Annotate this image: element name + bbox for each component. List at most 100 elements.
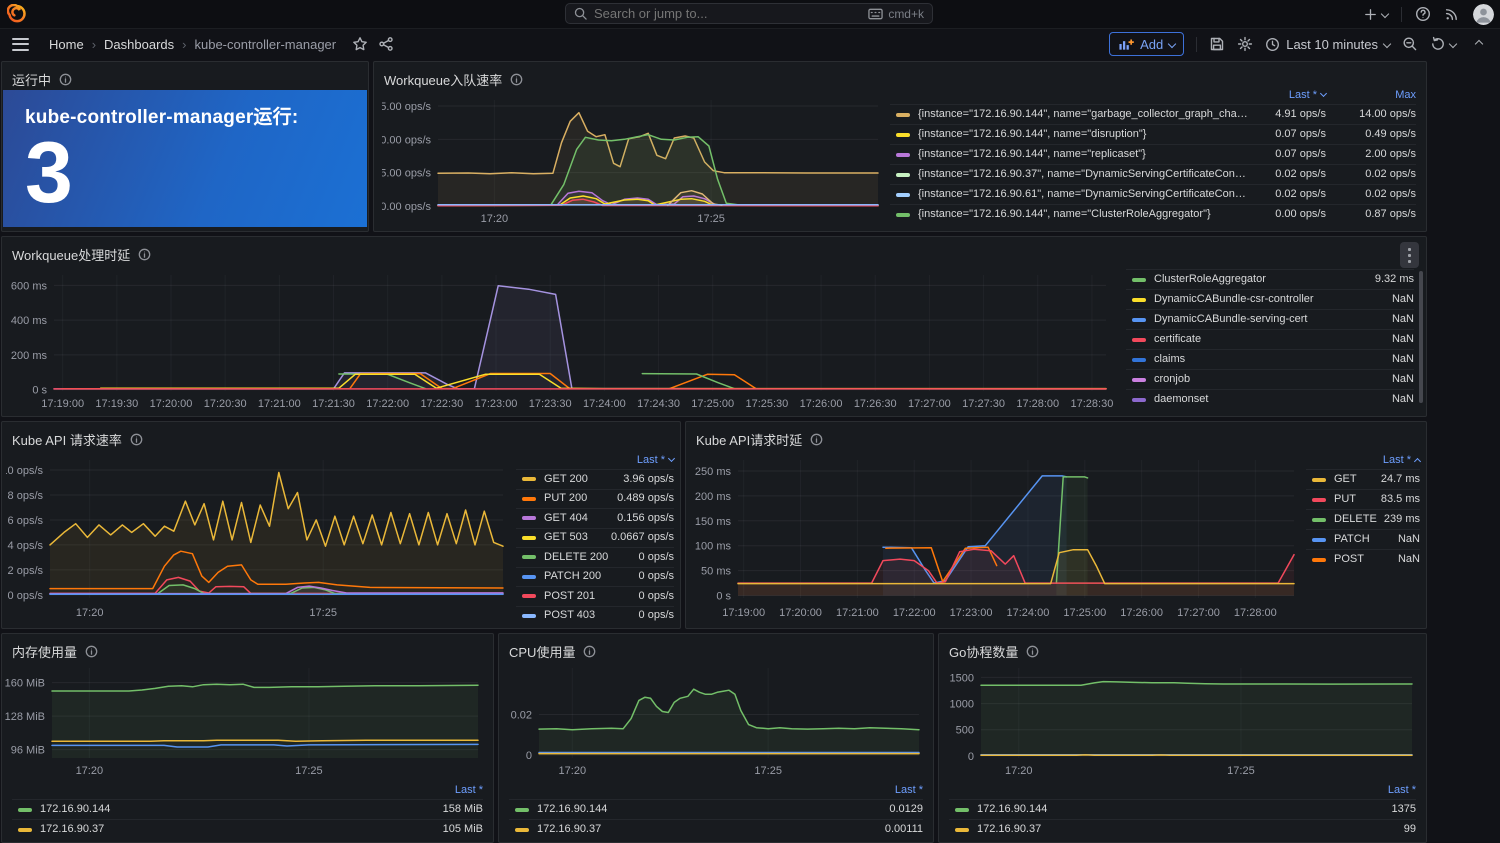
legend-sort-last[interactable]: Last * [637,455,674,466]
panel-menu-kebab[interactable] [1400,242,1419,268]
menu-toggle[interactable] [10,36,31,53]
star-icon[interactable] [352,36,368,52]
refresh-picker[interactable] [1430,36,1456,52]
new-menu-button[interactable] [1363,7,1388,22]
info-icon[interactable] [510,73,523,86]
legend-row[interactable]: {instance="172.16.90.37", name="DynamicS… [890,164,1416,184]
info-icon[interactable] [130,433,143,446]
legend-row[interactable]: GET 200 3.96 ops/s [516,469,674,489]
legend-row[interactable]: daemonset NaN [1126,389,1414,409]
legend-sort-last[interactable]: Last * [455,785,483,796]
workqueue-rate-chart[interactable]: 0.00 ops/s5.00 ops/s10.00 ops/s15.00 ops… [382,90,884,226]
legend-swatch [522,536,536,540]
time-range-picker[interactable]: Last 10 minutes [1265,37,1390,52]
legend-row[interactable]: 172.16.90.37 105 MiB [12,819,483,839]
panel-title[interactable]: 内存使用量 [12,642,77,661]
legend-sort-last[interactable]: Last * [1388,785,1416,796]
legend-scrollbar[interactable] [1419,271,1423,403]
y-tick-label: 0.02 [511,710,532,722]
legend-row[interactable]: {instance="172.16.90.144", name="replica… [890,144,1416,164]
breadcrumb-dashboards[interactable]: Dashboards [104,37,174,52]
legend-value-last: 0.07 ops/s [1248,129,1326,140]
legend-row[interactable]: POST 403 0 ops/s [516,606,674,626]
legend-row[interactable]: DELETE 200 0 ops/s [516,547,674,567]
panel-title[interactable]: 运行中 [12,70,51,89]
legend-value-last: NaN [1342,374,1414,385]
x-tick-label: 17:22:30 [420,398,463,410]
legend-row[interactable]: PUT 83.5 ms [1306,489,1420,509]
info-icon[interactable] [59,73,72,86]
legend-sort-last[interactable]: Last * [895,785,923,796]
legend-series-name: PATCH 200 [544,571,639,582]
legend-row[interactable]: 172.16.90.144 158 MiB [12,799,483,819]
legend-row[interactable]: GET 404 0.156 ops/s [516,508,674,528]
legend-row[interactable]: cronjob NaN [1126,369,1414,389]
settings-gear-icon[interactable] [1237,36,1253,52]
avatar[interactable] [1473,4,1494,25]
series-area [539,689,919,755]
legend-row[interactable]: certificate NaN [1126,329,1414,349]
panel-title[interactable]: CPU使用量 [509,642,575,661]
zoom-out-icon[interactable] [1402,36,1418,52]
legend-sort-last[interactable]: Last * [1383,455,1420,466]
legend-row[interactable]: POST NaN [1306,549,1420,569]
info-icon[interactable] [1026,645,1039,658]
legend-series-name: 172.16.90.37 [977,824,1404,835]
legend-row[interactable]: 172.16.90.144 1375 [949,799,1416,819]
legend-row[interactable]: {instance="172.16.90.144", name="garbage… [890,104,1416,124]
search-input[interactable] [594,6,861,21]
legend-row[interactable]: 172.16.90.37 0.00111 [509,819,923,839]
legend-row[interactable]: PUT 200 0.489 ops/s [516,489,674,509]
legend-row[interactable]: GET 503 0.0667 ops/s [516,528,674,548]
panel-title[interactable]: Go协程数量 [949,642,1018,661]
legend-row[interactable]: ClusterRoleAggregator 9.32 ms [1126,269,1414,289]
panel-title[interactable]: Workqueue处理时延 [12,245,130,264]
legend-row[interactable]: 172.16.90.37 99 [949,819,1416,839]
legend-row[interactable]: DynamicCABundle-csr-controller NaN [1126,289,1414,309]
legend-row[interactable]: claims NaN [1126,349,1414,369]
legend-sort-max[interactable]: Max [1326,90,1416,101]
user-icon [1473,4,1494,25]
info-icon[interactable] [138,248,151,261]
help-icon[interactable] [1415,6,1431,22]
legend-value-last: 0 ops/s [639,610,674,621]
info-icon[interactable] [85,645,98,658]
divider [1401,7,1402,22]
legend-series-name: PATCH [1334,534,1398,545]
api-rate-chart[interactable]: 0 ops/s2 ops/s4 ops/s6 ops/s8 ops/s10 op… [6,448,511,620]
legend-swatch [955,808,969,812]
panel-header: Workqueue入队速率 [374,62,1426,90]
legend-swatch [1312,518,1326,522]
panel-title[interactable]: Workqueue入队速率 [384,70,502,89]
legend-row[interactable]: POST 201 0 ops/s [516,586,674,606]
news-rss-icon[interactable] [1444,6,1460,22]
collapse-toolbar-icon[interactable] [1475,40,1483,48]
legend-row[interactable]: 172.16.90.144 0.0129 [509,799,923,819]
grafana-logo[interactable] [7,4,27,24]
legend-row[interactable]: DynamicCABundle-serving-cert NaN [1126,309,1414,329]
breadcrumb-home[interactable]: Home [49,37,84,52]
info-icon[interactable] [810,433,823,446]
legend-row[interactable]: PATCH 200 0 ops/s [516,567,674,587]
legend-row[interactable]: {instance="172.16.90.61", name="DynamicS… [890,184,1416,204]
panel-title[interactable]: Kube API 请求速率 [12,430,122,449]
breadcrumb-current: kube-controller-manager [194,37,336,52]
legend-row[interactable]: PATCH NaN [1306,529,1420,549]
legend-row[interactable]: {instance="172.16.90.144", name="disrupt… [890,124,1416,144]
share-icon[interactable] [378,36,394,52]
panel-title[interactable]: Kube API请求时延 [696,430,802,449]
legend-row[interactable]: GET 24.7 ms [1306,469,1420,489]
search-bar[interactable]: cmd+k [565,3,933,24]
legend-sort-last[interactable]: Last * [1248,90,1326,101]
legend-row[interactable]: {instance="172.16.90.144", name="Cluster… [890,204,1416,224]
legend-row[interactable]: DELETE 239 ms [1306,509,1420,529]
add-panel-button[interactable]: Add [1109,32,1184,56]
save-icon[interactable] [1209,36,1225,52]
info-icon[interactable] [583,645,596,658]
